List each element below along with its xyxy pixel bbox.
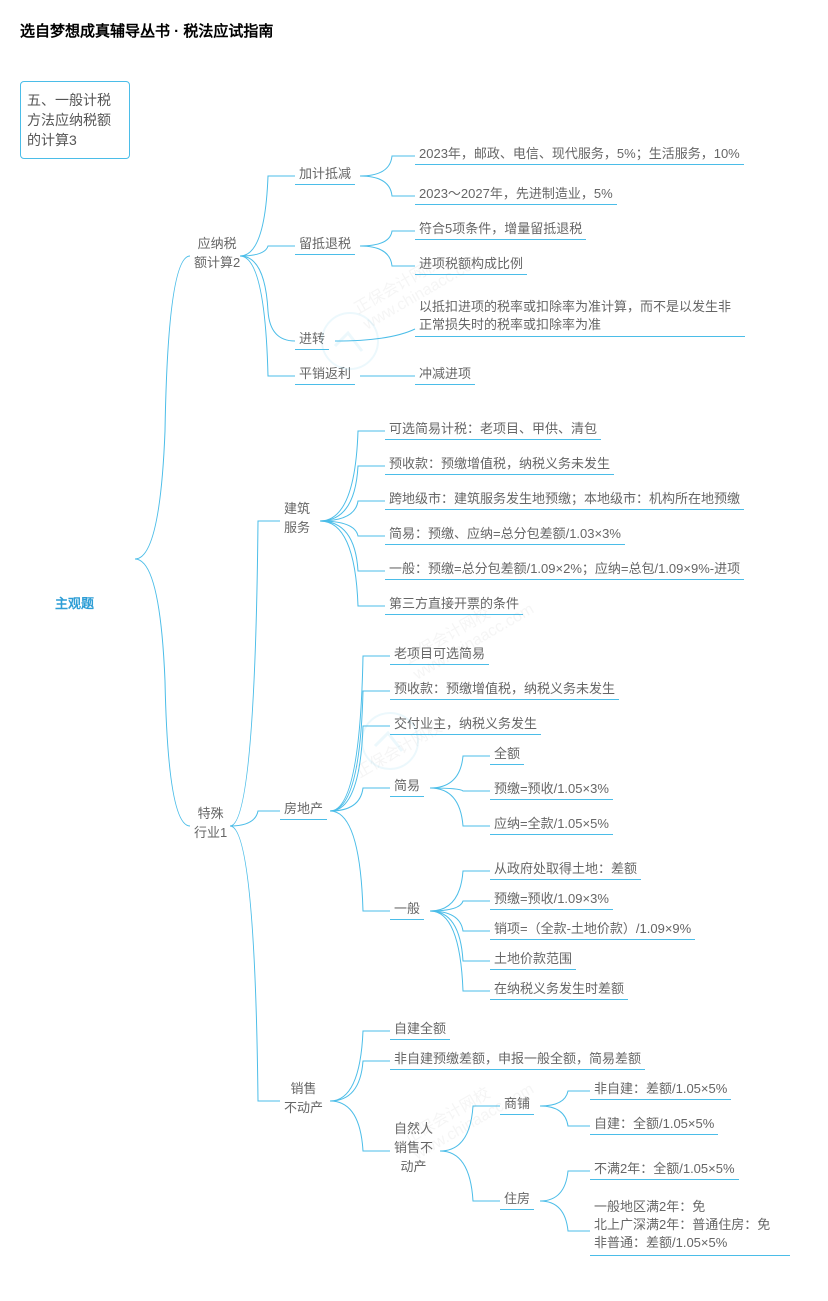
page-header: 选自梦想成真辅导丛书 · 税法应试指南 [20,20,808,41]
b2s2-simple: 简易 [390,773,424,797]
b1-sub1-leaf1: 2023年，邮政、电信、现代服务，5%；生活服务，10% [415,141,744,165]
mindmap-container: 五、一般计税 方法应纳税额 的计算3 主观题 应纳税 额计算2 加计抵减 202… [20,81,808,1281]
b2-sub2: 房地产 [280,796,327,820]
root-line1: 五、一般计税 [27,92,111,108]
nat-shop-l2: 自建：全额/1.05×5% [590,1111,718,1135]
b2s2-gen-l5: 在纳税义务发生时差额 [490,976,628,1000]
b2s3-l2: 不动产 [284,1100,323,1115]
b2s2-gen-l1: 从政府处取得土地：差额 [490,856,641,880]
b2-l1: 特殊 [198,806,224,821]
b2s3-leaf2: 非自建预缴差额，申报一般全额，简易差额 [390,1046,645,1070]
nat-shop-l1: 非自建：差额/1.05×5% [590,1076,731,1100]
b2-l2: 行业1 [194,825,227,840]
b2-sub3: 销售 不动产 [280,1076,327,1118]
b1-sub1-leaf2: 2023～2027年，先进制造业，5% [415,181,617,205]
b2s2-simple-l3: 应纳=全款/1.05×5% [490,811,613,835]
branch1-label: 应纳税 额计算2 [190,231,244,273]
b2s1-leaf3: 跨地级市：建筑服务发生地预缴；本地级市：机构所在地预缴 [385,486,744,510]
nat-shop: 商铺 [500,1091,534,1115]
b1-sub2: 留抵退税 [295,231,355,255]
root-subtitle: 主观题 [55,593,94,612]
branch2-label: 特殊 行业1 [190,801,231,843]
b1-sub4: 平销返利 [295,361,355,385]
b2s2-leaf1: 老项目可选简易 [390,641,489,665]
b1-sub3: 进转 [295,326,329,350]
b1-sub1: 加计抵减 [295,161,355,185]
nat-house: 住房 [500,1186,534,1210]
b2-sub1: 建筑 服务 [280,496,314,538]
b2s3-l1: 销售 [291,1081,317,1096]
b1-l1: 应纳税 [198,236,237,251]
b2s1-leaf5: 一般：预缴=总分包差额/1.09×2%；应纳=总包/1.09×9%-进项 [385,556,744,580]
b2s1-leaf1: 可选简易计税：老项目、甲供、清包 [385,416,601,440]
b2s2-leaf2: 预收款：预缴增值税，纳税义务未发生 [390,676,619,700]
b2s1-leaf6: 第三方直接开票的条件 [385,591,523,615]
b2s1-l1: 建筑 [284,501,310,516]
b2s3-leaf1: 自建全额 [390,1016,450,1040]
nat-l1: 自然人 [394,1121,433,1136]
b2s2-general: 一般 [390,896,424,920]
b2s3-natural: 自然人 销售不 动产 [390,1116,437,1177]
root-line3: 的计算3 [27,132,77,148]
nat-l3: 动产 [401,1159,427,1174]
nat-l2: 销售不 [394,1140,433,1155]
b1-sub4-leaf: 冲减进项 [415,361,475,385]
b2s2-gen-l3: 销项=（全款-土地价款）/1.09×9% [490,916,695,940]
b1-sub2-leaf1: 符合5项条件，增量留抵退税 [415,216,586,240]
b1-sub2-leaf2: 进项税额构成比例 [415,251,527,275]
b2s2-gen-l4: 土地价款范围 [490,946,576,970]
b1-sub3-leaf: 以抵扣进项的税率或扣除率为准计算，而不是以发生非正常损失时的税率或扣除率为准 [415,296,745,337]
b2s1-leaf2: 预收款：预缴增值税，纳税义务未发生 [385,451,614,475]
b1-l2: 额计算2 [194,255,240,270]
nat-house-l1: 不满2年：全额/1.05×5% [590,1156,739,1180]
b2s2-leaf3: 交付业主，纳税义务发生 [390,711,541,735]
root-node: 五、一般计税 方法应纳税额 的计算3 [20,81,130,159]
b2s2-gen-l2: 预缴=预收/1.09×3% [490,886,613,910]
b2s1-leaf4: 简易：预缴、应纳=总分包差额/1.03×3% [385,521,625,545]
b2s1-l2: 服务 [284,520,310,535]
nat-house-l2: 一般地区满2年：免 北上广深满2年：普通住房：免 非普通：差额/1.05×5% [590,1196,790,1256]
b2s2-simple-l1: 全额 [490,741,524,765]
root-line2: 方法应纳税额 [27,112,111,128]
b2s2-simple-l2: 预缴=预收/1.05×3% [490,776,613,800]
